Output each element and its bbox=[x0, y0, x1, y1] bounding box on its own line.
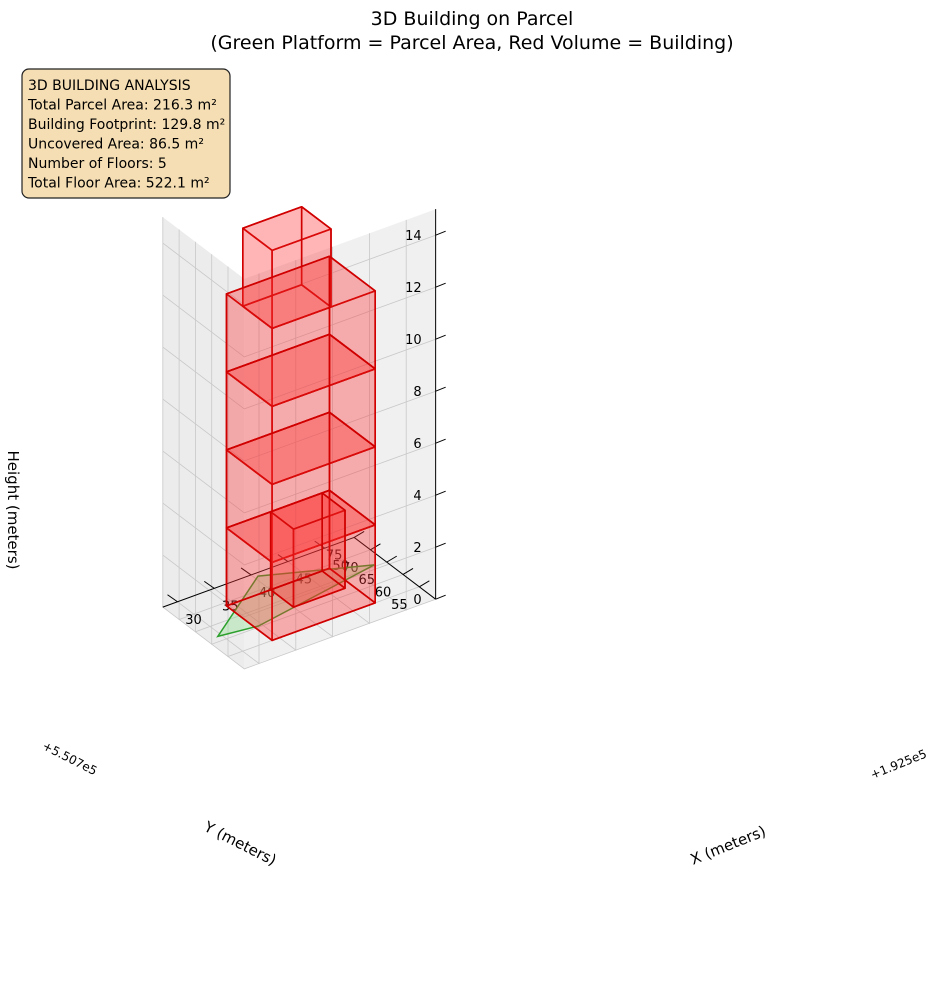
info-line-floors: Number of Floors: 5 bbox=[28, 156, 167, 172]
z-tick-mark bbox=[435, 594, 446, 600]
grid-line-z bbox=[162, 338, 436, 410]
info-box: 3D BUILDING ANALYSIS Total Parcel Area: … bbox=[21, 68, 231, 199]
grid-line-z bbox=[162, 442, 436, 514]
y-tick-mark bbox=[402, 568, 414, 575]
y-tick-mark bbox=[353, 531, 365, 538]
z-tick-label: 8 bbox=[413, 385, 421, 400]
y-offset-label: +5.507e5 bbox=[40, 739, 99, 778]
title-line-1: 3D Building on Parcel bbox=[371, 8, 574, 30]
x-tick-mark bbox=[167, 594, 178, 603]
info-line-uncovered: Uncovered Area: 86.5 m² bbox=[28, 137, 204, 153]
title-line-2: (Green Platform = Parcel Area, Red Volum… bbox=[210, 32, 733, 54]
y-tick-label: 55 bbox=[391, 598, 408, 613]
grid-line-z bbox=[162, 546, 436, 618]
y-axis-line bbox=[353, 537, 436, 600]
axis-titles: X (meters) Y (meters) Height (meters) +1… bbox=[4, 451, 929, 870]
z-tick-mark bbox=[435, 386, 446, 392]
chart-title: 3D Building on Parcel (Green Platform = … bbox=[210, 8, 733, 54]
x-tick-mark bbox=[204, 580, 215, 589]
info-line-floor-area: Total Floor Area: 522.1 m² bbox=[27, 176, 210, 192]
info-box-background bbox=[21, 68, 231, 199]
info-line-parcel-area: Total Parcel Area: 216.3 m² bbox=[27, 98, 217, 114]
z-tick-mark bbox=[435, 230, 446, 236]
y-tick-label: 70 bbox=[342, 561, 359, 576]
grid-line-z bbox=[162, 494, 436, 566]
z-tick-mark bbox=[435, 438, 446, 444]
grid-line-z bbox=[162, 286, 436, 358]
z-tick-mark bbox=[435, 334, 446, 340]
y-axis-label: Y (meters) bbox=[200, 817, 279, 869]
back-pane bbox=[162, 217, 245, 669]
building-volume bbox=[225, 206, 377, 642]
grid-line-z bbox=[162, 598, 436, 670]
side-pane bbox=[244, 209, 436, 669]
z-tick-mark bbox=[435, 282, 446, 288]
x-offset-label: +1.925e5 bbox=[868, 747, 928, 782]
building-face-5 bbox=[300, 206, 332, 308]
x-tick-label: 30 bbox=[185, 613, 202, 628]
z-axis-label: Height (meters) bbox=[4, 451, 22, 570]
building-face-0 bbox=[321, 492, 346, 590]
y-tick-mark bbox=[386, 555, 397, 563]
parcel-platform bbox=[216, 564, 375, 638]
z-tick-label: 6 bbox=[413, 437, 421, 452]
axis-panes bbox=[162, 209, 436, 669]
x-axis-label: X (meters) bbox=[688, 822, 769, 869]
z-tick-label: 14 bbox=[405, 229, 422, 244]
z-tick-label: 2 bbox=[413, 541, 421, 556]
info-line-title: 3D BUILDING ANALYSIS bbox=[28, 78, 191, 94]
y-tick-label: 65 bbox=[358, 573, 375, 588]
info-line-footprint: Building Footprint: 129.8 m² bbox=[28, 117, 225, 133]
z-tick-label: 12 bbox=[405, 281, 422, 296]
y-tick-mark bbox=[419, 580, 430, 588]
grid-line-z bbox=[162, 390, 436, 462]
building-face-4 bbox=[328, 255, 377, 370]
x-tick-mark bbox=[240, 567, 252, 576]
z-tick-label: 10 bbox=[405, 333, 422, 348]
z-tick-mark bbox=[435, 490, 446, 496]
z-tick-mark bbox=[435, 542, 446, 548]
parcel-polygon bbox=[216, 564, 375, 638]
y-tick-label: 60 bbox=[375, 585, 392, 600]
z-tick-label: 0 bbox=[413, 593, 421, 608]
z-tick-label: 4 bbox=[413, 489, 421, 504]
